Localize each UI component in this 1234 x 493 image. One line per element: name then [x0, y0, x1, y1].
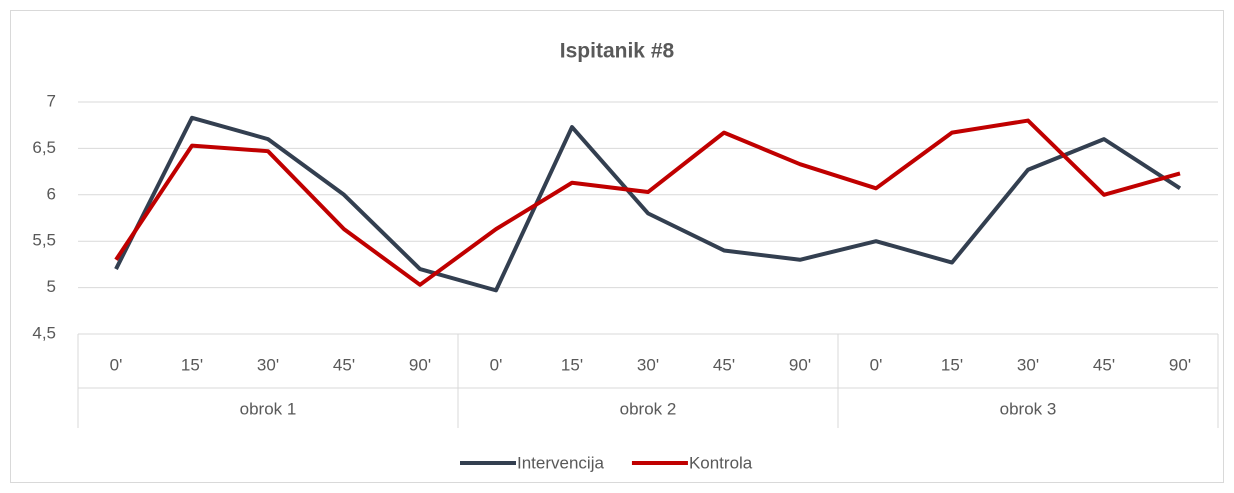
y-tick-label: 5 — [47, 277, 56, 296]
series-line — [114, 115, 1182, 293]
x-tick-label: 15' — [941, 355, 963, 374]
y-tick-label: 7 — [47, 91, 56, 110]
y-tick-label: 6,5 — [32, 138, 56, 157]
chart-title: Ispitanik #8 — [560, 40, 675, 63]
y-tick-label: 6 — [47, 184, 56, 203]
chart-border — [10, 10, 1224, 483]
legend-label: Kontrola — [689, 453, 753, 472]
x-tick-label: 0' — [110, 355, 123, 374]
series-line — [114, 118, 1181, 287]
x-group-label: obrok 3 — [1000, 399, 1057, 418]
x-tick-label: 45' — [333, 355, 355, 374]
x-tick-label: 30' — [637, 355, 659, 374]
x-tick-label: 90' — [1169, 355, 1191, 374]
x-tick-label: 90' — [409, 355, 431, 374]
y-tick-label: 5,5 — [32, 231, 56, 250]
x-tick-label: 0' — [490, 355, 503, 374]
x-tick-label: 0' — [870, 355, 883, 374]
x-tick-label: 30' — [257, 355, 279, 374]
x-group-label: obrok 1 — [240, 399, 297, 418]
x-tick-label: 45' — [713, 355, 735, 374]
y-tick-label: 4,5 — [32, 323, 56, 342]
x-group-label: obrok 2 — [620, 399, 677, 418]
x-tick-label: 15' — [561, 355, 583, 374]
x-tick-label: 15' — [181, 355, 203, 374]
x-tick-label: 30' — [1017, 355, 1039, 374]
x-tick-label: 45' — [1093, 355, 1115, 374]
x-tick-label: 90' — [789, 355, 811, 374]
legend-label: Intervencija — [517, 453, 604, 472]
